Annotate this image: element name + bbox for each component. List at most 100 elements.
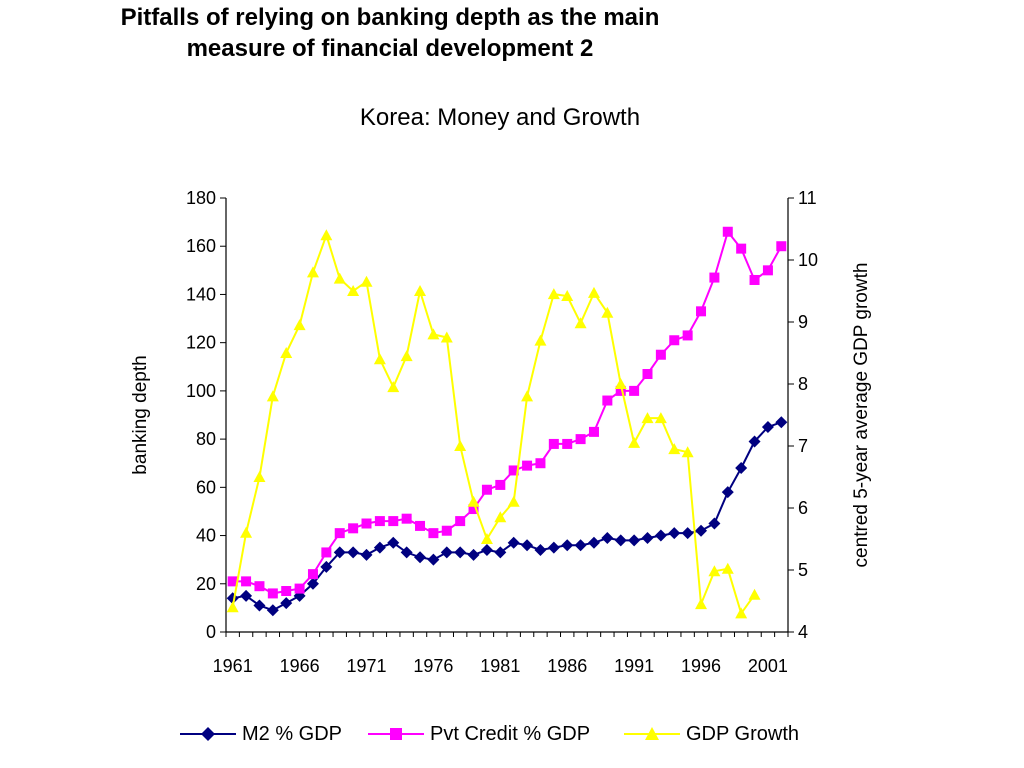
data-point-pvt-credit-gdp [401,513,412,524]
data-point-gdp-growth [561,289,574,301]
data-point-m2-gdp [761,421,774,434]
data-point-m2-gdp [440,546,453,559]
data-point-gdp-growth [614,378,627,389]
data-point-gdp-growth [266,390,279,402]
slide-title-line1: Pitfalls of relying on banking depth as … [120,4,660,31]
data-point-gdp-growth [574,317,587,329]
data-point-gdp-growth [280,347,293,358]
x-tick-label: 1986 [547,656,587,676]
legend-marker-m2 [180,727,236,741]
data-point-pvt-credit-gdp [374,516,385,527]
data-point-m2-gdp [521,539,534,552]
data-point-pvt-credit-gdp [762,265,773,276]
data-point-pvt-credit-gdp [575,434,586,445]
series-line-gdp-growth [231,232,756,616]
data-point-pvt-credit-gdp [348,523,359,534]
chart-title: Korea: Money and Growth [359,104,641,131]
data-point-m2-gdp [266,604,279,617]
x-tick-label: 2001 [748,656,788,676]
data-point-gdp-growth [521,390,534,402]
data-point-m2-gdp [628,534,641,547]
y-left-tick-label: 180 [186,188,216,208]
data-point-gdp-growth [454,440,467,451]
x-tick-label: 1976 [413,656,453,676]
legend-item-gdp-growth: GDP Growth [624,718,799,750]
data-point-pvt-credit-gdp [508,465,519,476]
y-left-tick-label: 0 [206,622,216,642]
data-point-pvt-credit-gdp [281,586,292,597]
data-point-pvt-credit-gdp [736,243,747,254]
data-point-gdp-growth [320,229,333,241]
x-tick-label: 1981 [480,656,520,676]
data-point-pvt-credit-gdp [749,274,760,285]
data-point-m2-gdp [654,529,667,542]
data-point-pvt-credit-gdp [629,385,640,396]
data-point-pvt-credit-gdp [254,581,265,592]
data-point-m2-gdp [681,527,694,540]
data-point-pvt-credit-gdp [468,504,479,515]
data-point-m2-gdp [735,462,748,475]
y-right-tick-label: 10 [798,250,818,270]
data-point-pvt-credit-gdp [696,306,707,317]
slide-title-line2: measure of financial development 2 [186,35,594,62]
legend-item-pvt-credit: Pvt Credit % GDP [368,718,590,750]
x-tick-label: 1996 [681,656,721,676]
data-point-m2-gdp [494,546,507,559]
data-point-pvt-credit-gdp [682,330,693,341]
data-point-m2-gdp [360,548,373,561]
y-left-tick-label: 120 [186,333,216,353]
x-tick-label: 1961 [213,656,253,676]
data-point-pvt-credit-gdp [615,385,626,396]
data-point-gdp-growth [440,331,453,343]
data-point-pvt-credit-gdp [441,525,452,536]
data-point-m2-gdp [695,524,708,537]
data-point-gdp-growth [467,495,480,507]
data-point-m2-gdp [668,527,681,540]
data-point-gdp-growth [748,588,761,600]
data-point-pvt-credit-gdp [361,518,372,529]
legend-label-pvt-credit: Pvt Credit % GDP [430,722,591,745]
data-point-gdp-growth [695,598,708,610]
data-point-gdp-growth [427,328,440,340]
data-point-gdp-growth [668,443,681,455]
data-point-gdp-growth [373,353,386,365]
data-point-pvt-credit-gdp [522,460,533,471]
data-point-pvt-credit-gdp [588,426,599,437]
data-point-pvt-credit-gdp [334,528,345,539]
y-right-tick-label: 9 [798,312,808,332]
data-point-pvt-credit-gdp [722,226,733,237]
y-left-tick-label: 20 [196,574,216,594]
series-m2-gdp [226,416,788,617]
data-point-gdp-growth [240,526,253,538]
data-point-m2-gdp [748,435,761,448]
data-point-pvt-credit-gdp [307,569,318,580]
data-point-pvt-credit-gdp [455,516,466,527]
data-point-m2-gdp [601,531,614,544]
data-point-m2-gdp [240,589,253,602]
data-point-gdp-growth [708,565,721,577]
data-point-pvt-credit-gdp [415,520,426,531]
data-point-gdp-growth [226,601,239,613]
data-point-pvt-credit-gdp [535,458,546,469]
data-point-m2-gdp [708,517,721,530]
legend-label-gdp-growth: GDP Growth [686,722,799,745]
data-point-pvt-credit-gdp [655,349,666,360]
data-point-m2-gdp [574,539,587,552]
data-point-pvt-credit-gdp [388,516,399,527]
data-point-m2-gdp [306,577,319,590]
legend: M2 % GDP Pvt Credit % GDP GDP Growth [0,718,1024,750]
data-point-pvt-credit-gdp [428,528,439,539]
data-point-m2-gdp [641,531,654,544]
data-point-pvt-credit-gdp [321,547,332,558]
y-left-tick-label: 140 [186,284,216,304]
data-point-pvt-credit-gdp [267,588,278,599]
legend-label-m2: M2 % GDP [242,722,343,745]
y-right-tick-label: 8 [798,374,808,394]
data-point-m2-gdp [587,536,600,549]
data-point-gdp-growth [293,319,306,331]
data-point-m2-gdp [333,546,346,559]
data-point-m2-gdp [414,551,427,564]
data-point-gdp-growth [587,286,600,298]
y-left-tick-label: 40 [196,526,216,546]
data-point-gdp-growth [681,446,694,458]
